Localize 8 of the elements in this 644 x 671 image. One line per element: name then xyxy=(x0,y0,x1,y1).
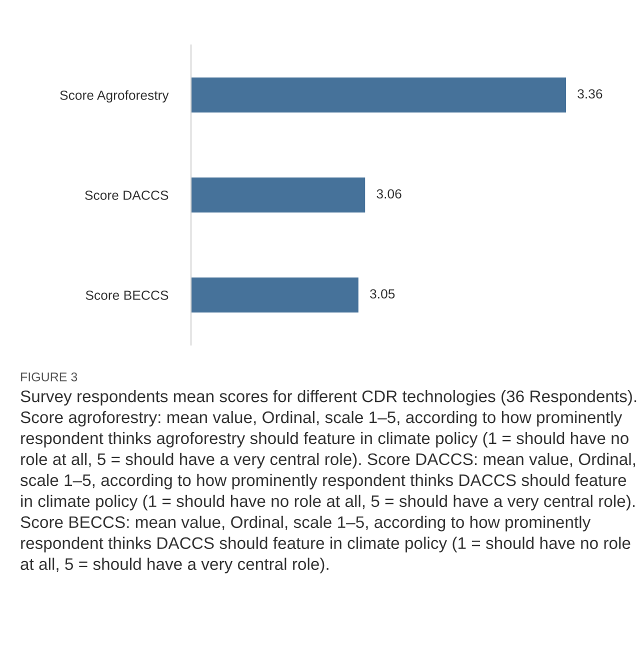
data-label: 3.05 xyxy=(370,289,395,299)
data-label: 3.36 xyxy=(578,89,602,99)
y-tick-label: Score BECCS xyxy=(86,290,168,300)
y-tick-label: Score Agroforestry xyxy=(60,90,169,103)
y-tick-label: Score DACCS xyxy=(85,190,168,200)
text: Survey respondents mean scores for different CDR technologies (36 Respondents). Score agroforestry: mean value, Ordinal, scale 1–5, according to how prominently respondent thinks agroforestry should feature in climate policy (1 = should have no role at all, 5 = should have a very central role). Score DACCS: mean value, Ordinal, scale 1–5, according to how prominently respondent thinks DACCS should feature in climate policy (1 = should have no role at all, 5 = should have a very central role). Score BECCS: mean value, Ordinal, scale 1–5, according to how prominently respondent thinks DACCS should feature in climate policy (1 = should have no role at all, 5 = should have a very central role). xyxy=(20,390,636,574)
data-label: 3.06 xyxy=(376,189,402,199)
caption: FIGURE 3 xyxy=(21,372,78,382)
